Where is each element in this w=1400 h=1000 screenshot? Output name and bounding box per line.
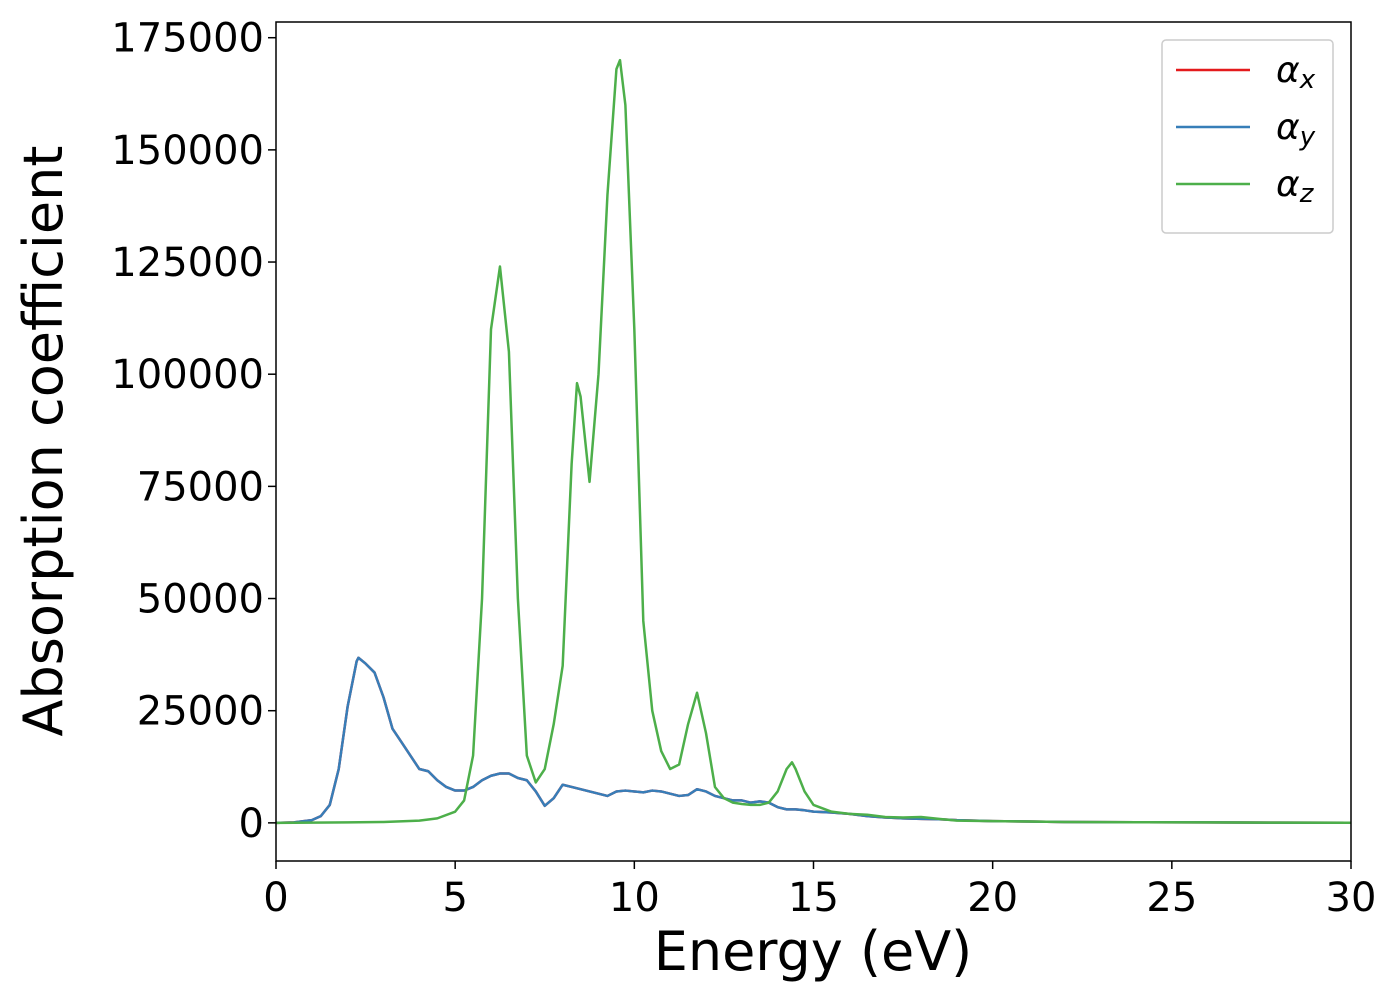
x-tick-label: 15 — [788, 875, 839, 921]
x-tick-label: 20 — [967, 875, 1018, 921]
y-tick-label: 0 — [239, 801, 264, 847]
plot-frame — [275, 21, 1352, 862]
y-tick-label: 175000 — [111, 16, 264, 62]
x-axis-label: Energy (eV) — [654, 920, 973, 983]
y-axis-label: Absorption coefficient — [12, 146, 75, 737]
y-tick-label: 125000 — [111, 240, 264, 286]
y-tick-label: 100000 — [111, 352, 264, 398]
x-tick-label: 10 — [609, 875, 660, 921]
y-tick-label: 50000 — [137, 577, 264, 623]
series-line — [276, 58, 1351, 825]
y-tick-label: 150000 — [111, 128, 264, 174]
y-tick-label: 25000 — [137, 689, 264, 735]
legend-label: αx — [1276, 50, 1316, 95]
x-tick-label: 5 — [442, 875, 467, 921]
legend-label: αz — [1276, 164, 1315, 209]
legend-label: αy — [1276, 107, 1316, 152]
x-tick-label: 0 — [263, 875, 288, 921]
x-tick-label: 25 — [1146, 875, 1197, 921]
y-tick-label: 75000 — [137, 464, 264, 510]
x-tick-label: 30 — [1326, 875, 1377, 921]
